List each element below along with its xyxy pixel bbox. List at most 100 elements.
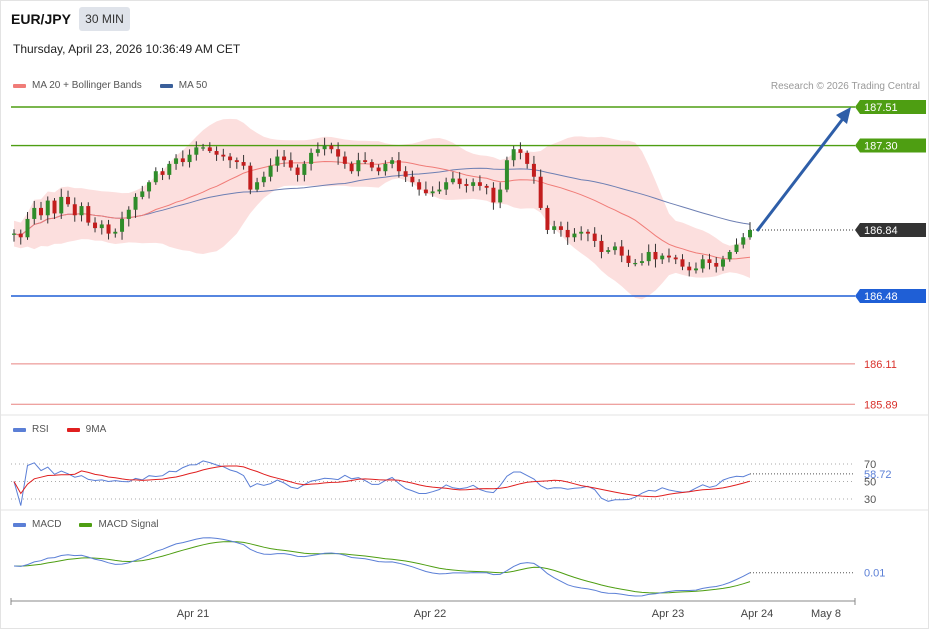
candle-body [153,171,158,183]
candle [498,182,503,209]
candle-body [72,204,77,216]
candles [12,137,752,277]
candle-body [720,259,725,267]
candle [525,150,530,169]
candle [113,228,118,238]
candle-body [160,171,165,175]
candle [599,234,604,259]
candle-body [147,182,152,192]
candle-body [714,262,719,267]
candle [673,254,678,265]
candle-body [93,222,98,229]
candle [120,211,125,240]
candle-body [214,151,219,155]
level-tag-187-30: 187.30 [855,138,926,153]
candle [639,253,644,266]
level-tag-bg [855,138,926,153]
candle-body [187,154,192,163]
macd-legend: MACD MACD Signal [13,519,170,530]
candle-body [653,251,658,260]
candle [275,149,280,172]
candle [619,240,624,263]
candle [45,196,50,224]
candle-body [376,167,381,172]
candle [93,217,98,233]
candle [228,153,233,169]
candle [25,212,30,240]
macd-swatch [13,522,26,527]
candle-body [626,255,631,263]
candle [410,170,415,187]
level-label-185-89: 185.89 [864,399,898,411]
candle [626,249,631,267]
candle-body [106,224,111,234]
candle [207,142,212,153]
x-tick-apr-24: Apr 24 [741,608,773,620]
candle-body [639,261,644,263]
candle [322,137,327,156]
candle-body [464,184,469,186]
candle-body [606,250,611,252]
candle-body [545,207,550,230]
ma20-legend-label: MA 20 + Bollinger Bands [32,80,142,91]
candle [700,254,705,273]
candle-body [356,160,361,172]
macd-signal-line [13,541,751,594]
symbol-title: EUR/JPY [11,11,71,27]
candle-body [288,160,293,168]
rsi-line [13,460,751,506]
candle-body [315,149,320,153]
timeframe-button[interactable]: 30 MIN [79,7,130,31]
candle-body [255,182,260,190]
candle [39,201,44,220]
candle [748,222,752,240]
candle [79,202,84,222]
candle [329,142,334,154]
candle [660,253,665,264]
candle [585,229,590,242]
ma20-line [13,160,751,260]
candle-body [531,163,536,177]
candle [160,167,165,181]
candle [201,143,206,151]
candle-body [180,158,185,163]
candle [363,152,368,165]
candle-body [86,206,91,223]
candle [295,164,300,182]
candle-body [734,244,739,252]
candle [612,242,617,255]
rsi-tick-30: 30 [864,494,876,506]
level-tag-bg [855,100,926,114]
candle [126,206,131,227]
level-tag-186-48: 186.48 [855,289,926,303]
candle [565,221,570,245]
candle [376,164,381,176]
candle-body [66,196,71,205]
candle-body [12,233,16,235]
candle-body [302,163,307,175]
rsi-tick-70: 70 [864,459,876,471]
candle [552,220,557,234]
candle-body [140,191,145,197]
candle-body [511,149,516,161]
candle [106,219,111,240]
macd-signal-legend-label: MACD Signal [98,519,159,530]
candle-body [430,191,435,194]
candle-body [207,147,212,152]
x-tick-may-8: May 8 [811,608,841,620]
candle [86,202,91,226]
ma20-swatch [13,83,26,88]
candle-body [32,207,37,219]
candle [423,181,428,196]
candle [255,177,260,192]
level-tag-text: 187.30 [864,141,898,153]
candle-body [410,176,415,183]
level-tag-bg [855,289,926,303]
candle-body [268,165,273,177]
candle [32,200,37,225]
candle-body [680,259,685,267]
candle-body [174,158,179,164]
candle-body [342,156,347,164]
candle [714,257,719,273]
